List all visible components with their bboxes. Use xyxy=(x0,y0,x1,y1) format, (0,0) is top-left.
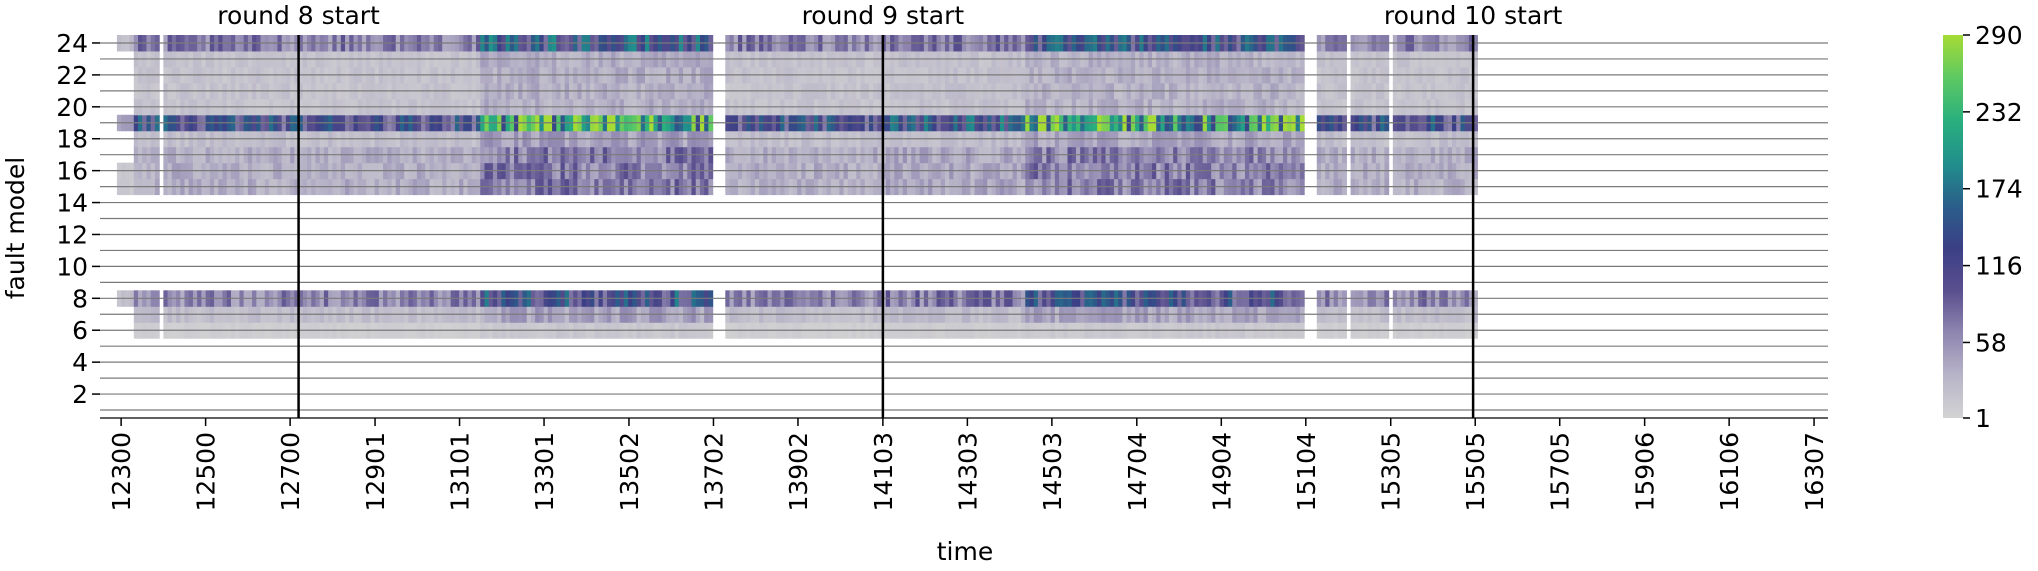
colorbar: 290 232 174 116 58 1 xyxy=(1943,21,2023,433)
round-marker-label: round 8 start xyxy=(217,1,380,30)
colorbar-tick-label: 174 xyxy=(1975,175,2023,204)
y-tick-label: 22 xyxy=(56,61,88,90)
y-tick-label: 4 xyxy=(72,348,88,377)
x-tick-label: 15104 xyxy=(1292,432,1321,512)
colorbar-tick-label: 1 xyxy=(1975,404,1991,433)
y-tick-label: 2 xyxy=(72,380,88,409)
x-tick-label: 12700 xyxy=(276,432,305,512)
round-marker-label: round 9 start xyxy=(802,1,965,30)
y-tick-label: 18 xyxy=(56,125,88,154)
x-tick-label: 13301 xyxy=(530,432,559,512)
y-tick-label: 6 xyxy=(72,316,88,345)
x-tick-label: 14503 xyxy=(1038,432,1067,512)
x-tick-label: 13702 xyxy=(699,432,728,512)
y-tick-label: 16 xyxy=(56,157,88,186)
x-tick-label: 16106 xyxy=(1715,432,1744,512)
x-tick-label: 15705 xyxy=(1546,432,1575,512)
x-tick-label: 12500 xyxy=(192,432,221,512)
round-markers: round 8 start round 9 start round 10 start xyxy=(217,1,1563,418)
x-axis: 12300 12500 12700 12901 13101 13301 13502 13702… xyxy=(100,417,1829,512)
x-axis-label: time xyxy=(937,537,993,566)
y-tick-label: 8 xyxy=(72,284,88,313)
y-tick-label: 12 xyxy=(56,220,88,249)
x-tick-label: 12901 xyxy=(361,432,390,512)
x-tick-label: 15505 xyxy=(1461,432,1490,512)
y-tick-label: 10 xyxy=(56,252,88,281)
x-tick-label: 12300 xyxy=(107,432,136,512)
x-tick-label: 14103 xyxy=(869,432,898,512)
round-marker-label: round 10 start xyxy=(1384,1,1563,30)
x-tick-label: 13502 xyxy=(615,432,644,512)
x-tick-label: 13101 xyxy=(446,432,475,512)
colorbar-gradient xyxy=(1943,35,1963,418)
y-tick-label: 14 xyxy=(56,189,88,218)
row-gridlines xyxy=(100,42,1828,411)
y-axis-label: fault model xyxy=(1,157,30,300)
x-tick-label: 13902 xyxy=(784,432,813,512)
x-tick-label: 14303 xyxy=(953,432,982,512)
x-tick-label: 14704 xyxy=(1123,432,1152,512)
colorbar-tick-label: 58 xyxy=(1975,328,2007,357)
colorbar-tick-label: 116 xyxy=(1975,252,2023,281)
colorbar-tick-label: 290 xyxy=(1975,21,2023,50)
x-tick-label: 16307 xyxy=(1800,432,1829,512)
colorbar-tick-label: 232 xyxy=(1975,98,2023,127)
x-tick-label: 15906 xyxy=(1631,432,1660,512)
y-tick-label: 24 xyxy=(56,29,88,58)
x-tick-label: 15305 xyxy=(1377,432,1406,512)
x-tick-label: 14904 xyxy=(1207,432,1236,512)
y-tick-label: 20 xyxy=(56,93,88,122)
